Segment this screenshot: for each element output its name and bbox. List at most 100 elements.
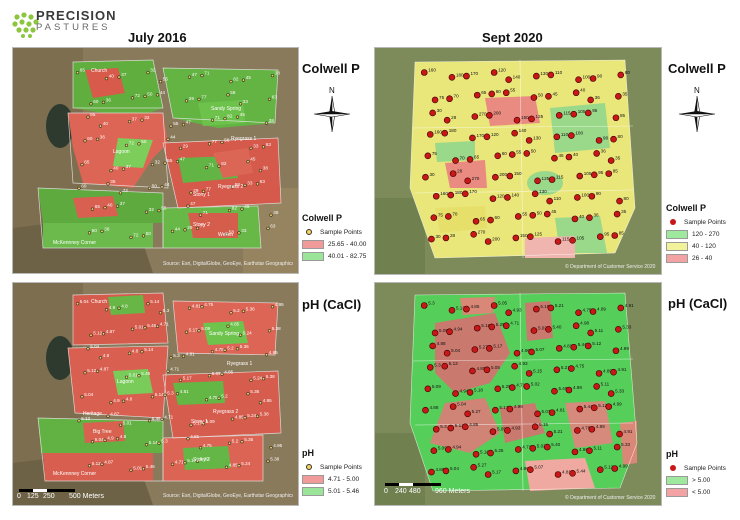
sample-point[interactable]	[258, 169, 263, 173]
sample-point[interactable]	[449, 403, 457, 410]
sample-point[interactable]	[442, 467, 450, 475]
sample-point[interactable]	[183, 228, 187, 232]
sample-point[interactable]	[255, 414, 260, 418]
sample-point[interactable]	[269, 213, 273, 217]
sample-point[interactable]	[428, 235, 435, 243]
sample-point[interactable]	[469, 367, 476, 375]
sample-point[interactable]	[124, 375, 129, 379]
sample-point[interactable]	[80, 395, 84, 399]
sample-point[interactable]	[565, 153, 573, 161]
sample-point[interactable]	[109, 169, 113, 173]
sample-point[interactable]	[430, 214, 438, 221]
sample-point[interactable]	[117, 306, 121, 310]
sample-point[interactable]	[576, 172, 584, 180]
sample-point[interactable]	[534, 410, 541, 418]
sample-point[interactable]	[86, 115, 90, 119]
sample-point[interactable]	[175, 160, 180, 164]
sample-point[interactable]	[243, 416, 247, 420]
sample-point[interactable]	[473, 324, 481, 332]
sample-point[interactable]	[186, 204, 190, 208]
sample-point[interactable]	[512, 234, 520, 242]
sample-point[interactable]	[230, 185, 235, 189]
sample-point[interactable]	[255, 182, 260, 186]
sample-point[interactable]	[471, 346, 479, 353]
sample-point[interactable]	[584, 342, 592, 350]
sample-point[interactable]	[184, 99, 189, 103]
sample-point[interactable]	[420, 69, 428, 76]
sample-point[interactable]	[611, 232, 619, 239]
sample-point[interactable]	[90, 440, 95, 444]
sample-point[interactable]	[533, 72, 540, 80]
sample-point[interactable]	[470, 463, 477, 471]
sample-point[interactable]	[486, 345, 493, 352]
sample-point[interactable]	[575, 309, 582, 317]
sample-point[interactable]	[574, 194, 581, 201]
sample-point[interactable]	[452, 157, 459, 164]
sample-point[interactable]	[529, 211, 537, 219]
sample-point[interactable]	[118, 423, 123, 427]
sample-point[interactable]	[571, 448, 579, 456]
sample-point[interactable]	[527, 233, 534, 240]
sample-point[interactable]	[269, 446, 273, 450]
sample-point[interactable]	[530, 327, 538, 334]
sample-point[interactable]	[463, 72, 470, 80]
sample-point[interactable]	[449, 170, 457, 177]
sample-point[interactable]	[512, 467, 520, 475]
sample-point[interactable]	[201, 189, 206, 193]
sample-point[interactable]	[227, 209, 232, 213]
sample-point[interactable]	[551, 387, 558, 395]
sample-point[interactable]	[267, 97, 272, 101]
sample-point[interactable]	[490, 69, 498, 76]
sample-point[interactable]	[431, 329, 439, 337]
sample-point[interactable]	[270, 305, 275, 309]
sample-point[interactable]	[534, 177, 541, 185]
sample-point[interactable]	[258, 401, 263, 405]
sample-point[interactable]	[90, 207, 95, 211]
sample-point[interactable]	[100, 462, 104, 466]
sample-point[interactable]	[572, 89, 580, 97]
sample-point[interactable]	[545, 326, 552, 333]
sample-point[interactable]	[506, 172, 514, 180]
sample-point[interactable]	[95, 137, 100, 141]
sample-point[interactable]	[115, 204, 120, 208]
sample-point[interactable]	[555, 112, 563, 119]
sample-point[interactable]	[89, 333, 93, 337]
sample-point[interactable]	[249, 378, 253, 382]
sample-point[interactable]	[523, 150, 531, 157]
sample-point[interactable]	[472, 450, 480, 458]
sample-point[interactable]	[547, 304, 555, 312]
sample-point[interactable]	[261, 145, 266, 149]
sample-point[interactable]	[504, 427, 511, 434]
sample-point[interactable]	[189, 423, 193, 427]
sample-point[interactable]	[463, 305, 470, 313]
sample-point[interactable]	[121, 399, 126, 403]
sample-point[interactable]	[157, 441, 161, 445]
sample-point[interactable]	[220, 372, 224, 376]
sample-point[interactable]	[87, 231, 92, 235]
sample-point[interactable]	[101, 332, 106, 336]
sample-point[interactable]	[471, 113, 479, 120]
sample-point[interactable]	[590, 171, 598, 179]
sample-point[interactable]	[144, 210, 149, 214]
sample-point[interactable]	[195, 459, 200, 463]
sample-point[interactable]	[170, 462, 175, 466]
sample-point[interactable]	[448, 307, 456, 314]
sample-point[interactable]	[140, 350, 144, 354]
sample-point[interactable]	[86, 347, 90, 351]
map-colwell-2020[interactable]: 160 180 170 120 140 130 110 100 90 80 75 70 65 60 55 50…	[374, 47, 662, 275]
sample-point[interactable]	[494, 152, 502, 160]
sample-point[interactable]	[200, 305, 204, 309]
sample-point[interactable]	[146, 71, 150, 75]
sample-point[interactable]	[553, 133, 561, 141]
sample-point[interactable]	[141, 467, 146, 471]
sample-point[interactable]	[150, 395, 155, 399]
sample-point[interactable]	[595, 137, 603, 144]
sample-point[interactable]	[530, 94, 538, 101]
sample-point[interactable]	[235, 347, 240, 351]
sample-point[interactable]	[445, 446, 452, 453]
sample-point[interactable]	[144, 443, 149, 447]
sample-point[interactable]	[249, 146, 253, 150]
sample-point[interactable]	[490, 302, 498, 309]
sample-point[interactable]	[529, 444, 537, 452]
sample-point[interactable]	[118, 191, 123, 195]
